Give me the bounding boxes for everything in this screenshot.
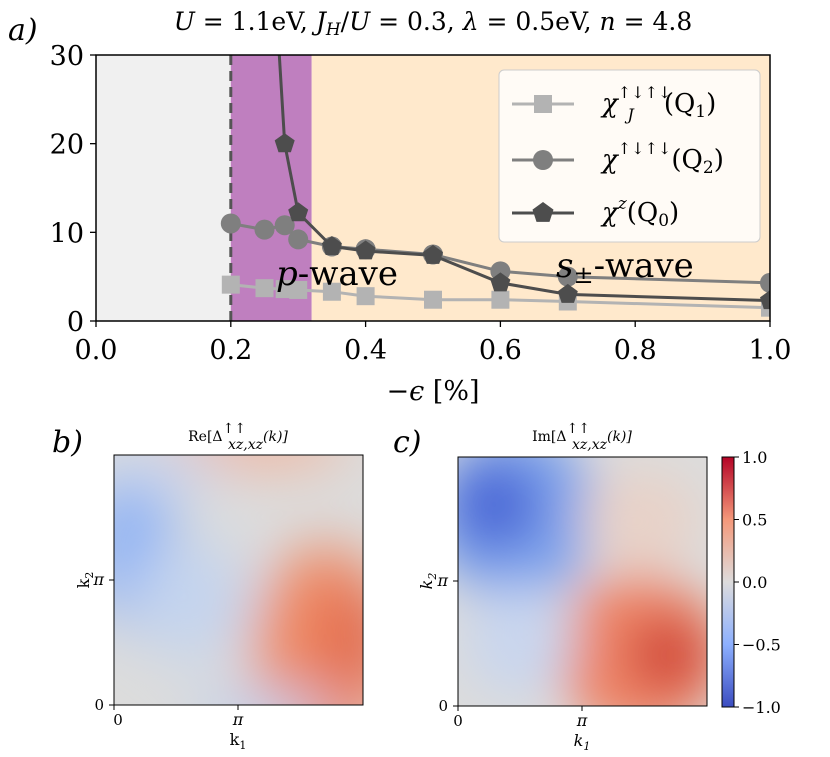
legend-entry-chi-q2: χ↑↓↑↓(Q2) <box>512 139 724 178</box>
data-point-pentagon <box>355 240 376 260</box>
panel-a-line-chart: a) U = 1.1eV, JH/U = 0.3, λ = 0.5eV, n =… <box>8 7 792 407</box>
series-pentagon <box>274 55 770 310</box>
y-tick-label: 20 <box>50 130 84 161</box>
y-axis-label-k2: k2 <box>74 572 96 589</box>
region-p-wave <box>230 55 312 321</box>
y-tick-label: 0 <box>67 307 84 338</box>
data-point-circle <box>220 213 241 234</box>
y-tick-label-pi: π <box>92 570 104 589</box>
data-point-circle <box>254 219 275 240</box>
data-point-pentagon <box>274 133 295 153</box>
colorbar-ticks: 1.0 0.5 0.0 −0.5 −1.0 <box>734 448 781 717</box>
colorbar-tick-label: 0.0 <box>742 573 767 592</box>
x-tick-label-pi: π <box>232 710 244 729</box>
data-point-circle <box>760 272 770 293</box>
x-tick-label: 0.0 <box>75 335 118 366</box>
legend-label: χ↑↓↑↓(Q2) <box>600 139 724 178</box>
panel-label-a: a) <box>8 13 38 48</box>
legend-pentagon-marker <box>532 202 554 222</box>
heatmap-title-imag: Im[Δ↑↑ xz,xz(k)] <box>532 421 632 453</box>
y-tick-label-pi: π <box>436 571 448 590</box>
x-tick-label-0: 0 <box>113 711 123 729</box>
axis-ticks: 0.0 0.2 0.4 0.6 0.8 1.0 0 10 20 30 <box>50 41 792 366</box>
data-point-pentagon <box>288 202 309 222</box>
legend-entry-chi-z-q0: χz(Q0) <box>512 194 679 231</box>
heatmap-title-real: Re[Δ↑↑ xz,xz(k)] <box>188 421 288 453</box>
x-tick-label: 0.6 <box>479 335 522 366</box>
data-point-pentagon <box>760 290 770 310</box>
y-tick-label-0: 0 <box>438 697 448 715</box>
x-tick-label: 0.2 <box>209 335 252 366</box>
legend-label: χ↑↓↑↓ J (Q1) <box>600 83 716 124</box>
colorbar-gradient <box>721 456 735 708</box>
region-gray <box>96 55 231 321</box>
data-point-square <box>221 275 240 294</box>
panel-c-heatmap-imag: c) Im[Δ↑↑ xz,xz(k)] 0 π 0 π k1 k2 1.00. <box>393 421 781 753</box>
s-wave-label: s±-wave <box>556 246 694 289</box>
legend-entry-chi-j-q1: χ↑↓↑↓ J (Q1) <box>512 83 716 124</box>
x-tick-label-0: 0 <box>453 712 463 730</box>
data-point-circle <box>274 215 295 236</box>
legend-label: χz(Q0) <box>600 194 679 231</box>
colorbar: 1.0 0.5 0.0 −0.5 −1.0 <box>721 448 781 717</box>
data-point-square <box>491 290 510 309</box>
colorbar-tick-label: −0.5 <box>742 636 781 655</box>
x-tick-label: 0.8 <box>614 335 657 366</box>
heatmap-real-image <box>114 455 363 705</box>
data-point-pentagon <box>423 244 443 264</box>
panel-label-c: c) <box>393 425 422 460</box>
legend-box <box>498 69 761 243</box>
data-point-circle <box>557 266 578 287</box>
data-point-pentagon <box>557 283 578 303</box>
x-axis-label-k1: k1 <box>230 730 247 752</box>
chart-title: U = 1.1eV, JH/U = 0.3, λ = 0.5eV, n = 4.… <box>174 7 693 40</box>
series-line <box>230 283 770 310</box>
data-point-square <box>255 279 274 298</box>
y-tick-label: 10 <box>50 218 84 249</box>
colorbar-tick-label: −1.0 <box>742 698 781 717</box>
x-tick-label: 0.4 <box>344 335 387 366</box>
legend: χ↑↓↑↓ J (Q1) χ↑↓↑↓(Q2) χz(Q0) <box>498 69 761 243</box>
data-point-circle <box>288 229 309 250</box>
panel-label-b: b) <box>52 425 83 460</box>
data-point-pentagon <box>490 272 511 292</box>
panel-b-heatmap-real: b) Re[Δ↑↑ xz,xz(k)] 0 π 0 π k1 k2 <box>52 421 364 752</box>
series-layer <box>220 55 770 317</box>
legend-square-marker <box>534 95 552 113</box>
data-point-square <box>424 290 442 309</box>
x-axis-label-k1: k1 <box>574 731 591 752</box>
y-tick-label: 30 <box>50 41 84 72</box>
y-tick-label-0: 0 <box>94 696 104 714</box>
x-axis-label: −ϵ [%] <box>386 376 479 407</box>
heatmap-imag-image <box>458 457 707 706</box>
data-point-square <box>289 280 308 299</box>
x-tick-label-pi: π <box>576 711 588 730</box>
legend-circle-marker <box>533 150 553 170</box>
data-point-square <box>356 287 375 306</box>
x-tick-label: 1.0 <box>749 335 792 366</box>
colorbar-tick-label: 0.5 <box>742 511 767 530</box>
p-wave-label: p-wave <box>276 254 398 294</box>
colorbar-tick-label: 1.0 <box>742 448 767 467</box>
data-point-pentagon <box>321 236 342 255</box>
plot-frame <box>95 54 771 322</box>
data-point-square <box>322 282 341 301</box>
y-axis-label-k2: k2 <box>417 573 439 590</box>
